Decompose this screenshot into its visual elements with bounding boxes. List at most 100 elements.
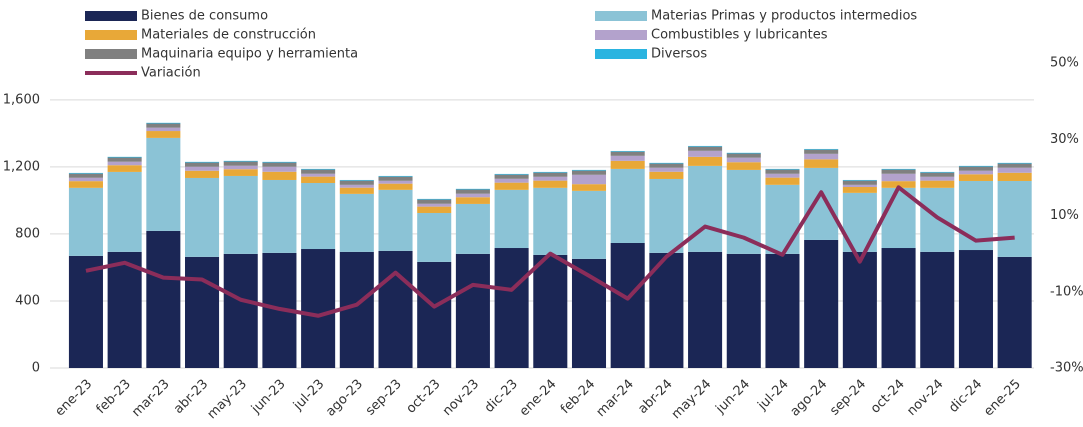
legend-swatch xyxy=(85,49,137,59)
bar-segment xyxy=(223,165,258,170)
legend-label: Materias Primas y productos intermedios xyxy=(651,9,917,24)
bar-segment xyxy=(920,171,955,173)
bar-segment xyxy=(958,250,993,368)
x-tick-label: dic-24 xyxy=(946,377,985,416)
bar-segment xyxy=(920,251,955,368)
bar-segment xyxy=(185,162,220,167)
line xyxy=(85,185,1015,318)
bar-segment xyxy=(533,254,568,368)
bar-segment xyxy=(920,176,955,181)
bar-segment xyxy=(571,169,607,171)
bar-segment xyxy=(223,253,258,368)
bar-segment xyxy=(146,230,181,368)
bar-segment xyxy=(455,189,490,194)
bar-segment xyxy=(688,251,723,368)
legend-swatch xyxy=(595,11,647,21)
bar-segment xyxy=(68,181,103,188)
bar-segment xyxy=(223,160,258,162)
bar-segment xyxy=(726,253,761,368)
bar-segment xyxy=(610,155,645,161)
legend-label: Bienes de consumo xyxy=(141,9,268,24)
bar-segment xyxy=(68,173,103,178)
x-tick-label: jun-23 xyxy=(248,377,289,418)
bar-segment xyxy=(378,180,413,184)
legend-label: Combustibles y lubricantes xyxy=(651,28,828,43)
bar-segment xyxy=(610,168,645,243)
x-tick-label: may-23 xyxy=(205,377,250,422)
bar-segment xyxy=(417,203,452,207)
bar-segment xyxy=(301,173,336,177)
bar-segment xyxy=(997,162,1032,164)
bar-segment xyxy=(688,145,723,147)
bar-segment xyxy=(571,174,607,185)
bar-segment xyxy=(958,174,993,181)
legend-swatch xyxy=(85,11,137,21)
bar-segment xyxy=(417,198,452,200)
bar-segment xyxy=(494,182,529,190)
bar-segment xyxy=(68,255,103,368)
bar-segment xyxy=(765,169,800,174)
x-tick-label: feb-23 xyxy=(94,377,134,417)
bar-segment xyxy=(107,165,142,172)
bar-segment xyxy=(107,171,142,252)
bar-segment xyxy=(107,161,142,166)
bar-segment xyxy=(958,165,993,167)
bar-segment xyxy=(765,184,800,254)
bar-segment xyxy=(571,184,607,191)
y-tick-label: 0 xyxy=(32,361,40,376)
bar-segment xyxy=(842,179,877,181)
x-tick-label: mar-24 xyxy=(594,377,637,420)
x-tick-label: nov-23 xyxy=(440,377,482,419)
bar-segment xyxy=(881,248,916,368)
bar-segment xyxy=(649,163,684,168)
bar-segment xyxy=(881,169,916,174)
x-tick-label: ene-24 xyxy=(517,377,560,420)
bar-segment xyxy=(455,253,490,368)
bar-segment xyxy=(68,177,103,182)
bar-segment xyxy=(533,176,568,181)
bar-segment xyxy=(726,157,761,163)
bar-segment xyxy=(146,137,181,231)
bar-segment xyxy=(533,172,568,177)
bar-segment xyxy=(726,152,761,154)
bar-segment xyxy=(997,256,1032,368)
bar-segment xyxy=(804,167,839,240)
x-tick-label: jul-23 xyxy=(290,377,327,414)
legend-swatch xyxy=(595,30,647,40)
bar-segment xyxy=(68,187,103,256)
bar-segment xyxy=(68,172,103,174)
bar-segment xyxy=(804,149,839,154)
x-tick-label: oct-23 xyxy=(404,377,444,417)
bar-segment xyxy=(378,183,413,190)
bar-segment xyxy=(339,187,374,194)
bar-segment xyxy=(262,166,297,172)
bar-segment xyxy=(146,122,181,124)
bar-segment xyxy=(146,123,181,128)
bar-segment xyxy=(185,256,220,368)
x-tick-label: sep-24 xyxy=(827,377,869,419)
x-tick-label: feb-24 xyxy=(558,377,598,417)
bar-segment xyxy=(339,193,374,252)
bar-segment xyxy=(920,172,955,177)
bar-segment xyxy=(842,187,877,193)
bar-segment xyxy=(842,184,877,188)
legend-swatch xyxy=(595,49,647,59)
bar-segment xyxy=(455,197,490,204)
x-tick-label: sep-23 xyxy=(363,377,405,419)
x-tick-label: jun-24 xyxy=(713,377,754,418)
bar-segment xyxy=(610,160,645,169)
bar-segment xyxy=(223,161,258,166)
bar-segment xyxy=(688,165,723,252)
bar-segment xyxy=(842,180,877,185)
bar-segment xyxy=(804,159,839,168)
bar-segment xyxy=(185,161,220,163)
bar-segment xyxy=(726,169,761,254)
bar-segment xyxy=(881,168,916,170)
bar-segment xyxy=(301,176,336,183)
bar-segment xyxy=(107,251,142,368)
bar-segment xyxy=(301,168,336,170)
bar-segment xyxy=(417,212,452,262)
x-tick-label: nov-24 xyxy=(904,377,946,419)
bar-segment xyxy=(649,178,684,253)
